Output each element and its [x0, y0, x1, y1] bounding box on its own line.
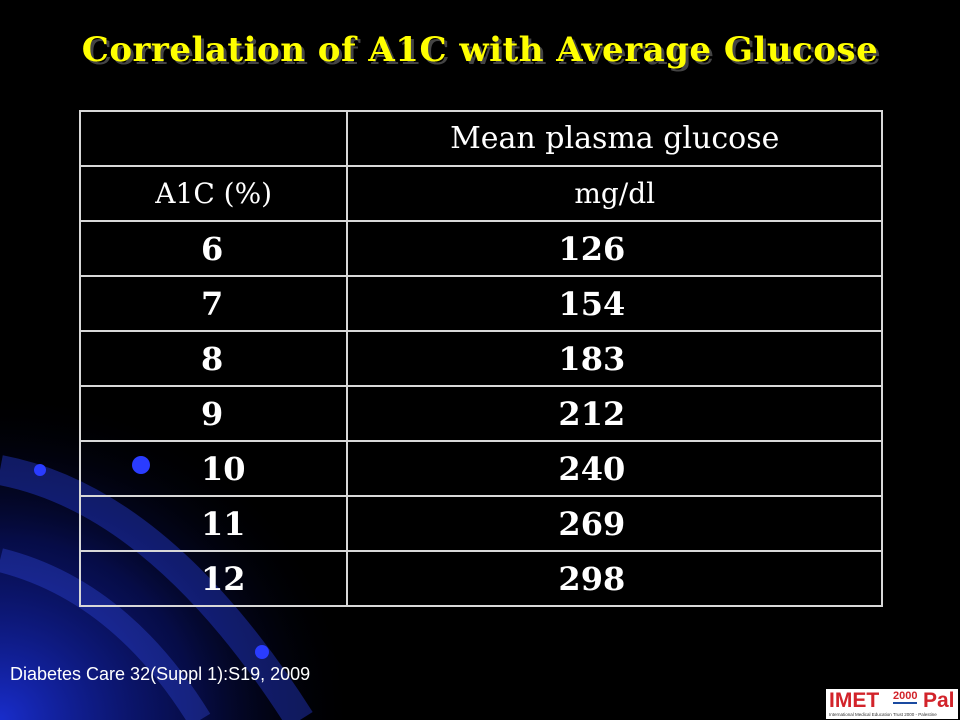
table-header-row: Mean plasma glucose: [78, 110, 883, 167]
table-cell: 298: [346, 550, 883, 607]
logo-tagline: International Medical Education Trust 20…: [829, 712, 937, 717]
table-cell: 240: [346, 440, 883, 497]
decor-dot: [34, 464, 46, 476]
table-row: 6 126: [78, 220, 883, 277]
table-header-row: A1C (%) mg/dl: [78, 165, 883, 222]
table-row: 12 298: [78, 550, 883, 607]
table-cell: 154: [346, 275, 883, 332]
table-row: 11 269: [78, 495, 883, 552]
table-cell: 126: [346, 220, 883, 277]
table-header-cell: mg/dl: [346, 165, 883, 222]
decor-dot: [255, 645, 269, 659]
table-header-cell: [78, 110, 349, 167]
logo-pal: Pal: [923, 689, 955, 712]
table-cell: 12: [78, 550, 349, 607]
table-row: 10 240: [78, 440, 883, 497]
logo-imet: IMET: [829, 689, 880, 712]
table-cell: 9: [78, 385, 349, 442]
table-header-cell: Mean plasma glucose: [346, 110, 883, 167]
table-cell: 10: [78, 440, 349, 497]
glucose-table: Mean plasma glucose A1C (%) mg/dl 6 12 6 …: [78, 110, 883, 607]
table-row: 9 212: [78, 385, 883, 442]
citation: Diabetes Care 32(Suppl 1):S19, 2009: [10, 664, 311, 684]
table-header-cell: A1C (%): [78, 165, 349, 222]
table-cell: 269: [346, 495, 883, 552]
imet-pal-logo: IMET 2000 Pal International Medical Educ…: [826, 689, 958, 719]
table-cell: 7: [78, 275, 349, 332]
logo-year: 2000: [893, 690, 918, 704]
table-cell: 212: [346, 385, 883, 442]
table-cell: 8: [78, 330, 349, 387]
slide-title: Correlation of A1C with Average Glucose: [81, 30, 879, 70]
table-row: 8 183: [78, 330, 883, 387]
table-cell: 11: [78, 495, 349, 552]
table-row: 7 154: [78, 275, 883, 332]
table-cell: 183: [346, 330, 883, 387]
table-cell: 6: [78, 220, 349, 277]
